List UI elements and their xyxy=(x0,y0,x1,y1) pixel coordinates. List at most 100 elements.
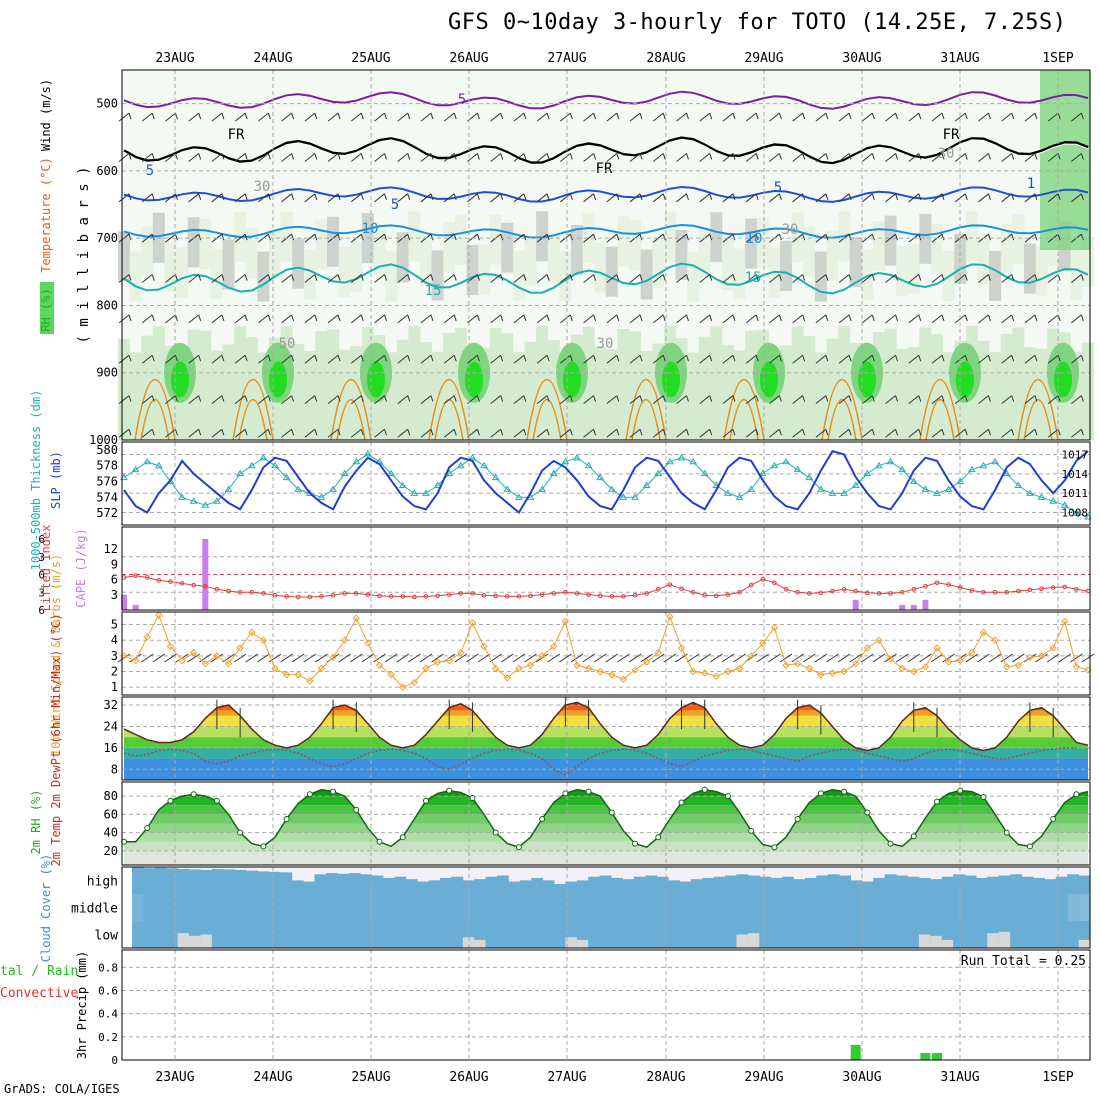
cloud-cell-low-cover xyxy=(462,937,475,948)
thickness-point xyxy=(805,473,814,481)
temp-contour-warm xyxy=(919,378,961,441)
cloud-cell-middle xyxy=(770,894,783,921)
wind-barb xyxy=(245,653,259,663)
wind-barb xyxy=(676,193,687,203)
wind-barb xyxy=(583,274,594,283)
wind-barb xyxy=(420,153,432,162)
cloud-cell-high xyxy=(725,875,737,894)
wind-barb xyxy=(569,234,573,241)
lifted-index-point xyxy=(400,594,406,599)
wind-barb xyxy=(500,314,504,322)
cloud-cell-middle xyxy=(462,894,475,921)
wind-barb xyxy=(151,314,155,322)
wind-barb xyxy=(941,112,945,120)
wind-speed-point xyxy=(399,683,407,691)
wind-barb xyxy=(583,395,594,405)
wind-barb xyxy=(1001,314,1013,324)
cloud-cell-high xyxy=(588,876,601,894)
wind-barb xyxy=(221,314,225,322)
wind-speed-point xyxy=(375,661,384,669)
temp-bands xyxy=(124,702,1088,780)
wind-barb xyxy=(327,153,339,162)
cloud-cell-middle xyxy=(588,894,601,921)
lifted-index-axis-label: Lifted Index xyxy=(39,525,53,612)
wind-barb xyxy=(569,112,573,120)
wind-barb xyxy=(802,112,806,120)
cloud-cell-middle xyxy=(975,894,988,921)
thickness-point xyxy=(689,457,697,465)
wind-barb xyxy=(593,314,597,322)
rh-shade-low xyxy=(907,347,920,440)
wind-barb xyxy=(560,354,571,364)
wind-speed-point xyxy=(654,649,662,657)
contour-label: 5 xyxy=(458,92,466,108)
wind-barb xyxy=(1071,153,1082,162)
rh-core-bright xyxy=(171,361,189,398)
wind-barb xyxy=(396,653,410,663)
wind-barb xyxy=(722,354,734,364)
temp-contour-warm xyxy=(729,399,759,441)
cloud-row-label: middle xyxy=(71,902,118,917)
cloud-cell-low xyxy=(154,921,167,948)
wind-barb xyxy=(802,314,806,322)
wind-barb xyxy=(500,355,504,362)
thickness-point xyxy=(410,489,419,496)
lifted-index-point xyxy=(806,591,812,596)
thickness-point xyxy=(189,497,198,504)
wind-barb xyxy=(698,653,712,663)
wind-barb xyxy=(546,429,550,436)
cloud-cell-high xyxy=(1067,874,1080,894)
wind-barb xyxy=(350,395,362,405)
rh-shade-mid xyxy=(861,249,874,300)
wind-barb xyxy=(941,153,945,160)
lifted-index-point xyxy=(632,592,638,598)
wind-barb xyxy=(454,653,468,663)
wind-barb xyxy=(931,153,943,162)
wind-barb xyxy=(848,193,852,200)
wind-barb xyxy=(244,112,248,120)
wind-barb xyxy=(304,153,316,162)
wind-barb xyxy=(338,653,351,663)
thickness-point xyxy=(654,469,663,477)
thickness-point xyxy=(224,485,233,492)
wind-barb xyxy=(523,274,527,281)
wind-barb xyxy=(629,314,641,324)
wind-barb xyxy=(291,429,295,436)
wind-barb xyxy=(862,395,873,405)
cape-frame xyxy=(121,526,1091,611)
thickness-point xyxy=(282,473,291,481)
wind-barb xyxy=(337,395,341,402)
wind-barb xyxy=(1080,395,1084,402)
wind-barb xyxy=(732,355,736,362)
date-label-top: 24AUG xyxy=(253,51,292,66)
rh-shade-mid xyxy=(501,222,514,273)
wind-barb xyxy=(476,395,480,402)
wind-barb xyxy=(802,653,816,663)
wind-barb xyxy=(337,274,341,281)
wind-barb xyxy=(769,354,780,364)
wind-barb xyxy=(1000,653,1013,663)
wind-barb xyxy=(152,653,166,663)
cloud-cell-high xyxy=(656,876,669,894)
cloud-cell-high xyxy=(200,869,213,894)
rh-shade-mid xyxy=(547,232,560,283)
wind-barb xyxy=(1057,355,1061,362)
lifted-index-point xyxy=(830,588,835,594)
wind-barb xyxy=(174,153,178,160)
wind-barb xyxy=(639,234,643,241)
wind-barb xyxy=(407,355,411,362)
cloud-cell-high xyxy=(759,876,772,894)
wind-barb xyxy=(616,314,620,322)
wind-barb xyxy=(374,395,385,405)
cloud-cell-middle xyxy=(804,894,817,921)
cape-bar xyxy=(202,539,209,610)
wind-barb xyxy=(1047,193,1059,203)
wind-barb xyxy=(987,193,991,200)
wind-axis-label: Wind (m/s) xyxy=(39,79,53,151)
wind-barb xyxy=(606,428,618,438)
wind-barb xyxy=(314,112,318,120)
cloud-cell-low xyxy=(725,921,737,948)
wind-barb xyxy=(211,428,223,438)
wind-barb xyxy=(476,314,480,322)
wind-speed-point xyxy=(735,664,744,673)
